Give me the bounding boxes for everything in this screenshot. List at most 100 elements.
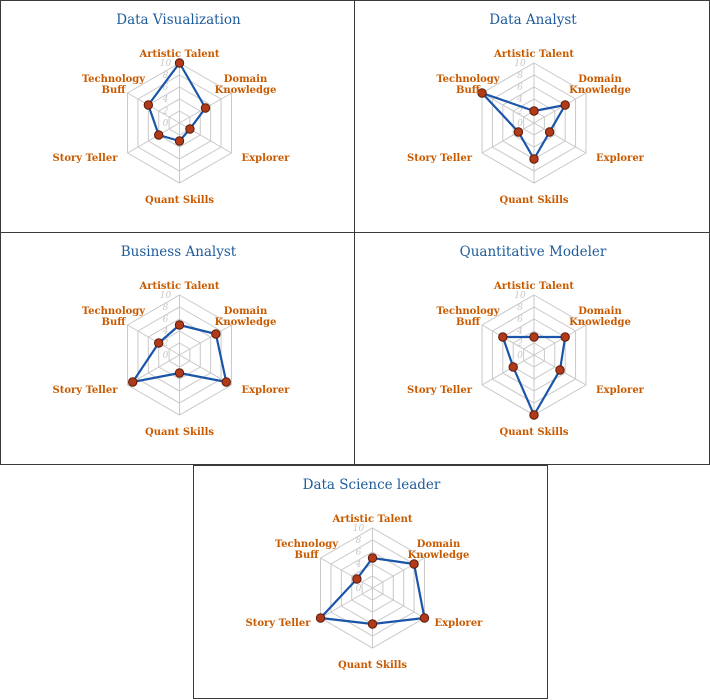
axis-label-explorer: Explorer [596, 153, 645, 164]
axis-label-artistic-talent: Artistic Talent [138, 49, 219, 60]
axis-label-explorer: Explorer [242, 153, 291, 164]
tick-label: 10 [353, 524, 365, 534]
data-point-story-teller [508, 362, 518, 372]
panel-data-analyst: Data Analyst 0 2 4 6 8 10 Artistic Talent Domain… [354, 0, 710, 233]
axis-label-domain-knowledge: Domain Knowledge [215, 306, 277, 328]
axis-spoke [481, 354, 535, 386]
tick-label: 8 [517, 303, 523, 313]
axis-label-explorer: Explorer [435, 618, 484, 629]
tick-label: 6 [163, 83, 169, 93]
axis-label-domain-knowledge: Domain Knowledge [215, 74, 277, 96]
axis-label-story-teller: Story Teller [53, 385, 119, 396]
axis-label-quant-skills: Quant Skills [499, 195, 568, 206]
axis-label-story-teller: Story Teller [407, 385, 473, 396]
axis-label-technology-buff: Technology Buff [436, 74, 500, 96]
tick-label: 2 [516, 107, 523, 117]
radar-chart-data-science-leader: Data Science leader0246810Artistic Talen… [246, 477, 484, 671]
data-point-story-teller [128, 377, 138, 387]
data-point-domain-knowledge [560, 100, 570, 110]
tick-label: 4 [355, 560, 362, 570]
axis-label-quant-skills: Quant Skills [499, 427, 568, 438]
axis-label-artistic-talent: Artistic Talent [331, 514, 412, 525]
axis-label-artistic-talent: Artistic Talent [493, 281, 574, 292]
axis-spoke [481, 324, 535, 356]
axis-label-technology-buff: Technology Buff [82, 74, 146, 96]
chart-title: Data Analyst [489, 12, 577, 28]
axis-label-story-teller: Story Teller [407, 153, 473, 164]
axis-spoke [320, 587, 373, 619]
data-point-quant-skills [174, 136, 185, 146]
axis-spoke [127, 324, 180, 356]
tick-label: 8 [163, 303, 169, 313]
data-point-technology-buff [498, 332, 508, 342]
axis-label-domain-knowledge: Domain Knowledge [569, 306, 631, 328]
data-point-artistic-talent [529, 106, 539, 116]
axis-spoke [481, 122, 535, 154]
data-point-story-teller [513, 127, 524, 137]
data-point-quant-skills [367, 619, 378, 629]
data-point-domain-knowledge [409, 559, 419, 569]
chart-title: Data Science leader [303, 477, 441, 493]
axis-spoke [533, 92, 587, 124]
tick-label: 10 [160, 59, 172, 69]
axis-label-quant-skills: Quant Skills [145, 427, 214, 438]
axis-spoke [533, 122, 587, 154]
tick-label: 8 [163, 71, 169, 81]
data-point-domain-knowledge [560, 332, 570, 342]
axis-spoke [127, 122, 180, 154]
data-point-explorer [185, 124, 195, 134]
data-point-explorer [555, 365, 565, 375]
panel-data-visualization: Data Visualization 0 2 4 6 8 10 Artistic Talent… [0, 0, 355, 233]
chart-title: Data Visualization [116, 12, 241, 28]
axis-label-story-teller: Story Teller [246, 618, 312, 629]
axis-spoke [179, 324, 232, 356]
tick-label: 4 [162, 95, 169, 105]
axis-spoke [127, 92, 180, 124]
tick-label: 4 [516, 95, 523, 105]
data-point-quant-skills [529, 410, 539, 420]
tick-label: 4 [162, 327, 169, 337]
axis-spoke [320, 557, 373, 589]
data-series-line [147, 61, 207, 143]
axis-label-domain-knowledge: Domain Knowledge [408, 539, 470, 561]
data-point-explorer [419, 613, 430, 623]
data-point-technology-buff [477, 88, 487, 98]
data-point-quant-skills [529, 154, 539, 164]
tick-label: 0 [163, 119, 169, 129]
panel-data-science-leader: Data Science leader0246810Artistic Talen… [193, 465, 548, 699]
data-point-artistic-talent [174, 320, 185, 330]
data-point-artistic-talent [174, 58, 185, 68]
tick-label: 0 [163, 351, 169, 361]
tick-label: 0 [517, 119, 523, 129]
axis-label-explorer: Explorer [242, 385, 291, 396]
data-point-artistic-talent [367, 553, 378, 563]
tick-label: 4 [516, 327, 523, 337]
axis-label-quant-skills: Quant Skills [145, 195, 214, 206]
axis-label-technology-buff: Technology Buff [436, 306, 500, 328]
axis-label-domain-knowledge: Domain Knowledge [569, 74, 631, 96]
tick-label: 10 [514, 291, 526, 301]
axis-label-story-teller: Story Teller [53, 153, 119, 164]
tick-label: 2 [162, 339, 169, 349]
axis-spoke [481, 92, 535, 124]
axis-spoke [533, 324, 587, 356]
tick-label: 6 [517, 83, 523, 93]
panel-business-analyst: Business Analyst 0 2 4 6 8 10 Artistic Talent Do… [0, 232, 355, 465]
axis-spoke [372, 587, 425, 619]
axis-label-technology-buff: Technology Buff [82, 306, 146, 328]
axis-label-technology-buff: Technology Buff [275, 539, 339, 561]
axis-label-explorer: Explorer [596, 385, 645, 396]
chart-title: Quantitative Modeler [460, 244, 607, 260]
data-point-explorer [544, 127, 555, 137]
data-point-technology-buff [154, 338, 164, 348]
tick-label: 8 [517, 71, 523, 81]
tick-label: 6 [163, 315, 169, 325]
tick-label: 2 [516, 339, 523, 349]
data-point-technology-buff [143, 100, 154, 110]
data-point-domain-knowledge [200, 103, 211, 113]
tick-label: 0 [356, 584, 362, 594]
tick-label: 10 [160, 291, 172, 301]
